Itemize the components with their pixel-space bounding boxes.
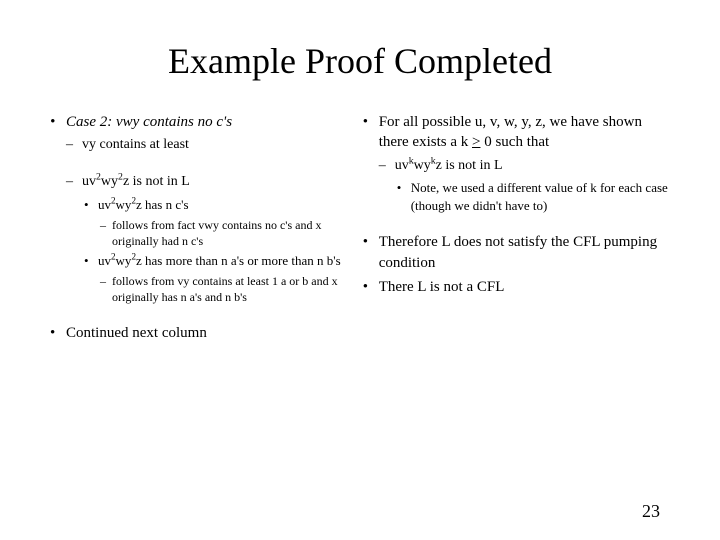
text-fragment: z is not in L [436, 158, 503, 173]
uv2wy2z-not-in-L: uv2wy2z is not in L [50, 173, 343, 192]
note-different-k: Note, we used a different value of k for… [363, 179, 670, 214]
content-columns: Case 2: vwy contains no c's vy contains … [50, 112, 670, 347]
text-fragment: uv [82, 174, 96, 189]
text-fragment: z is not in L [123, 174, 190, 189]
text-fragment: 0 such that [480, 134, 549, 150]
text-fragment: z has more than n a's or more than n b's [136, 253, 341, 268]
left-column: Case 2: vwy contains no c's vy contains … [50, 112, 343, 347]
has-n-cs: uv2wy2z has n c's [50, 196, 343, 214]
case-2: Case 2: vwy contains no c's [50, 112, 343, 132]
slide-title: Example Proof Completed [50, 40, 670, 82]
for-all: For all possible u, v, w, y, z, we have … [363, 112, 670, 153]
text-fragment: wy [101, 174, 118, 189]
text-fragment: z has n c's [136, 197, 189, 212]
page-number: 23 [642, 501, 660, 522]
follows-2: follows from vy contains at least 1 a or… [50, 273, 343, 305]
uvkwykz-not-in-L: uvkwykz is not in L [363, 157, 670, 176]
vy-contains: vy contains at least [50, 136, 343, 155]
text-fragment: uv [395, 158, 409, 173]
therefore-2: There L is not a CFL [363, 277, 670, 297]
therefore-1: Therefore L does not satisfy the CFL pum… [363, 232, 670, 273]
text-fragment: wy [116, 197, 132, 212]
text-fragment: wy [414, 158, 431, 173]
more-than-n: uv2wy2z has more than n a's or more than… [50, 252, 343, 270]
text-fragment: uv [98, 197, 111, 212]
text-fragment: uv [98, 253, 111, 268]
right-column: For all possible u, v, w, y, z, we have … [363, 112, 670, 347]
text-fragment: wy [116, 253, 132, 268]
continued-next-column: Continued next column [50, 323, 343, 343]
follows-1: follows from fact vwy contains no c's an… [50, 217, 343, 249]
